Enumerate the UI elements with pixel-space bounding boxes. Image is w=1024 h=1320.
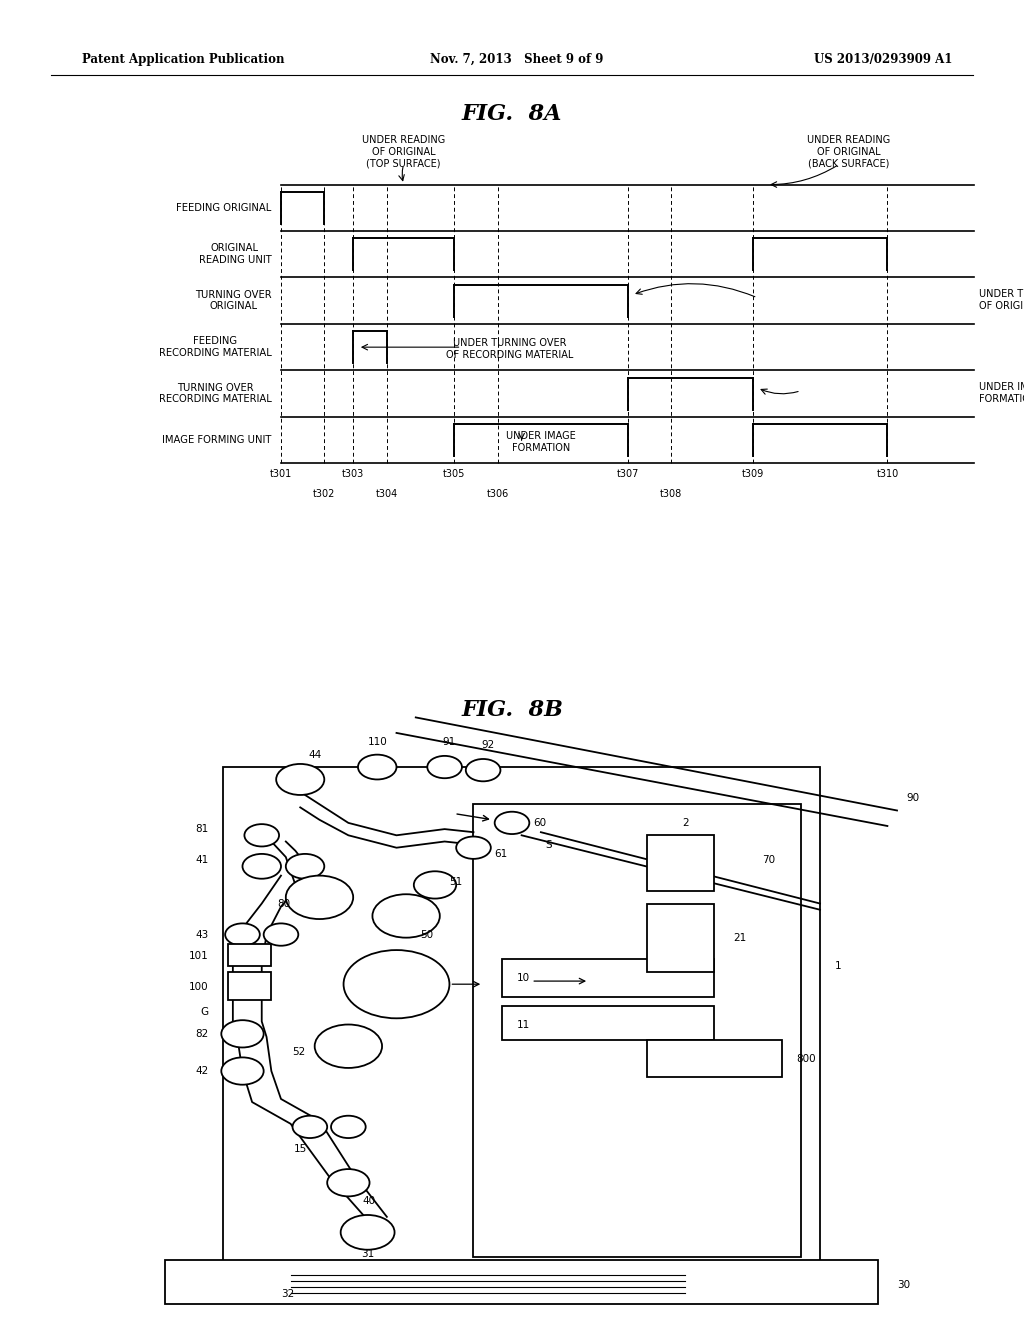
Circle shape	[293, 1115, 328, 1138]
Bar	[223, 767, 820, 1282]
Text: FIG.  8B: FIG. 8B	[461, 698, 563, 721]
Text: 52: 52	[292, 1048, 305, 1057]
Text: G: G	[201, 1007, 209, 1018]
Bar	[503, 960, 714, 997]
Text: 91: 91	[442, 738, 456, 747]
Circle shape	[245, 824, 280, 846]
Text: 2: 2	[682, 818, 688, 828]
Circle shape	[328, 1170, 370, 1196]
Circle shape	[343, 950, 450, 1018]
Text: 80: 80	[278, 899, 291, 908]
Circle shape	[414, 871, 456, 899]
Text: 21: 21	[733, 933, 746, 942]
Circle shape	[243, 854, 281, 879]
Text: FEEDING ORIGINAL: FEEDING ORIGINAL	[176, 203, 271, 213]
Text: 61: 61	[495, 849, 508, 859]
Text: 42: 42	[196, 1067, 209, 1076]
Text: 100: 100	[189, 982, 209, 993]
Text: Nov. 7, 2013   Sheet 9 of 9: Nov. 7, 2013 Sheet 9 of 9	[430, 53, 603, 66]
Text: TURNING OVER
ORIGINAL: TURNING OVER ORIGINAL	[195, 290, 271, 312]
Text: UNDER READING
OF ORIGINAL
(BACK SURFACE): UNDER READING OF ORIGINAL (BACK SURFACE)	[807, 135, 891, 169]
Text: 82: 82	[196, 1028, 209, 1039]
Text: 81: 81	[196, 824, 209, 834]
Text: UNDER TURNING OVER
OF ORIGINAL: UNDER TURNING OVER OF ORIGINAL	[979, 289, 1024, 310]
Text: t301: t301	[270, 469, 292, 479]
Text: t302: t302	[313, 490, 336, 499]
Bar	[473, 804, 801, 1257]
Bar	[647, 1040, 781, 1077]
Text: 41: 41	[196, 855, 209, 865]
Circle shape	[286, 854, 325, 879]
Circle shape	[286, 875, 353, 919]
Text: UNDER READING
OF ORIGINAL
(TOP SURFACE): UNDER READING OF ORIGINAL (TOP SURFACE)	[362, 135, 445, 169]
Circle shape	[373, 894, 440, 937]
Circle shape	[331, 1115, 366, 1138]
Bar	[647, 904, 714, 972]
Text: t306: t306	[486, 490, 509, 499]
Text: FEEDING
RECORDING MATERIAL: FEEDING RECORDING MATERIAL	[159, 337, 271, 358]
Text: Patent Application Publication: Patent Application Publication	[82, 53, 285, 66]
Bar	[228, 944, 271, 966]
Text: US 2013/0293909 A1: US 2013/0293909 A1	[814, 53, 952, 66]
Text: TURNING OVER
RECORDING MATERIAL: TURNING OVER RECORDING MATERIAL	[159, 383, 271, 404]
Text: 40: 40	[362, 1196, 376, 1206]
Circle shape	[263, 924, 298, 945]
Text: 70: 70	[762, 855, 775, 865]
Bar	[228, 972, 271, 999]
Text: 30: 30	[897, 1280, 910, 1290]
Text: t307: t307	[616, 469, 639, 479]
Text: 50: 50	[421, 929, 434, 940]
Text: 43: 43	[196, 929, 209, 940]
Text: 90: 90	[906, 793, 920, 803]
Circle shape	[276, 764, 325, 795]
Circle shape	[341, 1214, 394, 1250]
Text: 800: 800	[796, 1053, 815, 1064]
Text: t304: t304	[376, 490, 398, 499]
Circle shape	[314, 1024, 382, 1068]
Bar	[647, 836, 714, 891]
Text: 92: 92	[481, 741, 495, 750]
Circle shape	[221, 1020, 263, 1048]
Circle shape	[225, 924, 260, 945]
Text: 31: 31	[361, 1249, 374, 1259]
Text: 11: 11	[517, 1019, 530, 1030]
Circle shape	[358, 755, 396, 779]
Text: 51: 51	[450, 876, 463, 887]
Text: 110: 110	[368, 738, 387, 747]
Circle shape	[456, 837, 490, 859]
Circle shape	[221, 1057, 263, 1085]
Text: S: S	[546, 840, 552, 850]
Text: t309: t309	[741, 469, 764, 479]
Text: IMAGE FORMING UNIT: IMAGE FORMING UNIT	[162, 436, 271, 445]
Circle shape	[427, 756, 462, 779]
Text: UNDER IMAGE
FORMATION: UNDER IMAGE FORMATION	[506, 432, 575, 453]
Text: 101: 101	[189, 952, 209, 961]
Text: UNDER IMAGE
FORMATION: UNDER IMAGE FORMATION	[979, 381, 1024, 404]
Text: 44: 44	[308, 750, 322, 759]
Text: 10: 10	[517, 973, 530, 983]
Text: t305: t305	[443, 469, 466, 479]
Text: t310: t310	[877, 469, 898, 479]
Bar	[166, 1261, 878, 1304]
Circle shape	[495, 812, 529, 834]
Bar	[503, 1006, 714, 1040]
Text: FIG.  8A: FIG. 8A	[462, 103, 562, 125]
Text: 15: 15	[294, 1143, 307, 1154]
Text: 32: 32	[281, 1290, 294, 1299]
Circle shape	[466, 759, 501, 781]
Text: t303: t303	[342, 469, 365, 479]
Text: 1: 1	[835, 961, 841, 970]
Text: UNDER TURNING OVER
OF RECORDING MATERIAL: UNDER TURNING OVER OF RECORDING MATERIAL	[445, 338, 573, 360]
Text: 60: 60	[534, 818, 546, 828]
Text: ORIGINAL
READING UNIT: ORIGINAL READING UNIT	[199, 243, 271, 265]
Text: t308: t308	[659, 490, 682, 499]
